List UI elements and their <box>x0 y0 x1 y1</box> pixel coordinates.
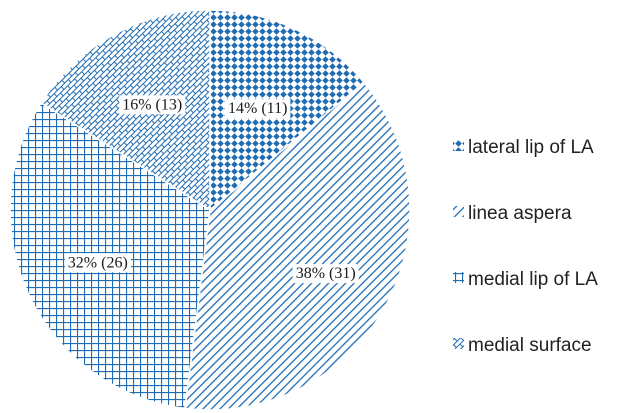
diagonal-hatch-icon <box>453 206 464 217</box>
slice-data-label: 32% (26) <box>68 254 128 271</box>
slice-data-label: 14% (11) <box>228 100 287 117</box>
slice-label-group: 14% (11) <box>225 99 291 119</box>
slice-label-background <box>64 253 131 273</box>
legend: lateral lip of LA linea aspera medial lip … <box>453 137 598 356</box>
legend-item-linea-aspera: linea aspera <box>453 203 572 224</box>
legend-item-medial-lip-of-la: medial lip of LA <box>453 269 598 290</box>
legend-label: medial lip of LA <box>468 269 598 290</box>
slice-data-label: 16% (13) <box>122 96 182 113</box>
pie-slices <box>9 9 411 411</box>
diamond-icon <box>453 140 464 151</box>
slice-label-group: 16% (13) <box>119 95 186 115</box>
legend-label: medial surface <box>468 335 592 356</box>
slice-data-label: 38% (31) <box>296 265 356 282</box>
legend-item-lateral-lip-of-la: lateral lip of LA <box>453 137 594 158</box>
slice-label-group: 32% (26) <box>64 253 131 273</box>
legend-item-medial-surface: medial surface <box>453 335 592 356</box>
slice-label-group: 38% (31) <box>292 264 359 284</box>
legend-label: linea aspera <box>468 203 572 224</box>
slice-label-background <box>119 95 186 115</box>
slice-label-background <box>225 99 291 119</box>
legend-label: lateral lip of LA <box>468 137 594 158</box>
pie-slice-labels: 14% (11) 38% (31) 32% (26) 16% (13) <box>64 95 359 284</box>
slice-label-background <box>292 264 359 284</box>
pie-slice-linea-aspera <box>184 81 411 411</box>
grid-icon <box>453 272 464 283</box>
brick-icon <box>453 338 464 349</box>
